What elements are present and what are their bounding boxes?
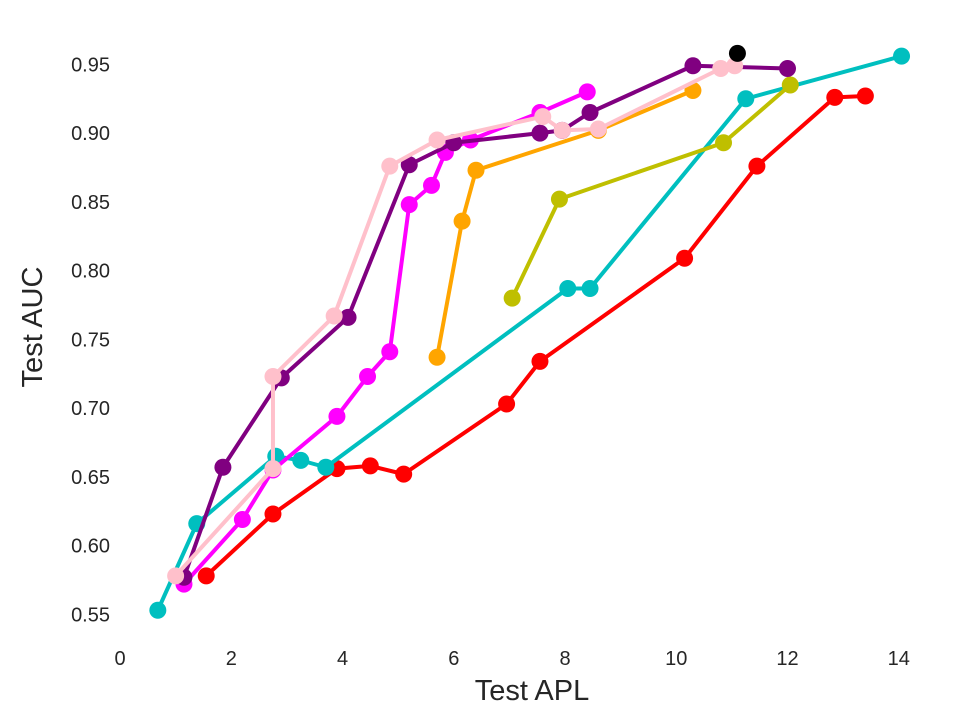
data-point	[400, 156, 418, 174]
series-line	[510, 83, 793, 301]
series-1	[149, 47, 911, 619]
data-point	[498, 395, 516, 413]
data-point	[531, 352, 549, 370]
data-point	[467, 161, 485, 179]
series-6	[167, 57, 744, 585]
series-2	[503, 76, 799, 307]
data-point	[856, 87, 874, 105]
data-point	[684, 57, 702, 75]
data-point	[381, 157, 399, 175]
series-7	[728, 44, 746, 62]
data-point	[317, 458, 335, 476]
series-layer	[149, 44, 911, 619]
series-line	[181, 89, 590, 587]
data-point	[325, 307, 343, 325]
data-point	[167, 567, 185, 585]
data-point	[197, 567, 215, 585]
data-point	[676, 249, 694, 267]
data-point	[453, 212, 471, 230]
y-tick-label: 0.70	[71, 398, 110, 420]
x-axis-label: Test APL	[475, 675, 589, 707]
y-tick-label: 0.65	[71, 467, 110, 489]
data-point	[339, 308, 357, 326]
data-point	[748, 157, 766, 175]
y-axis-label: Test AUC	[17, 267, 49, 388]
y-tick-label: 0.80	[71, 261, 110, 283]
data-point	[581, 104, 599, 121]
y-tick-label: 0.75	[71, 329, 110, 351]
data-point	[328, 407, 346, 425]
data-point	[553, 121, 571, 139]
x-tick-label: 12	[776, 648, 798, 670]
data-point	[737, 90, 755, 108]
data-point	[381, 343, 399, 361]
y-axis-ticks: 0.55 0.60 0.65 0.70 0.75 0.80 0.85 0.90 0.95	[71, 54, 110, 626]
x-tick-label: 10	[665, 648, 687, 670]
data-point	[423, 176, 440, 194]
data-point	[149, 601, 167, 619]
x-tick-label: 4	[337, 648, 348, 670]
data-point	[503, 289, 521, 307]
data-point	[728, 44, 746, 62]
data-point	[559, 280, 577, 297]
data-point	[779, 60, 796, 77]
data-point	[712, 60, 730, 77]
data-point	[581, 280, 599, 297]
data-point	[359, 368, 377, 385]
data-point	[395, 465, 413, 483]
data-point	[550, 190, 568, 208]
data-point	[264, 460, 282, 478]
data-point	[826, 88, 844, 106]
data-point	[264, 368, 282, 385]
y-tick-label: 0.85	[71, 192, 110, 214]
x-axis-ticks: 0 2 4 6 8 10 12 14	[114, 648, 909, 670]
data-point	[233, 511, 251, 528]
x-tick-label: 14	[888, 648, 910, 670]
x-tick-label: 0	[114, 648, 125, 670]
y-tick-label: 0.95	[71, 54, 110, 76]
data-point	[400, 196, 418, 214]
data-point	[428, 348, 446, 366]
series-0	[197, 87, 874, 585]
data-point	[578, 83, 596, 101]
data-point	[214, 458, 232, 476]
x-tick-label: 6	[448, 648, 459, 670]
data-point	[264, 505, 282, 523]
data-point	[781, 76, 799, 94]
data-point	[893, 47, 911, 65]
data-point	[361, 457, 379, 475]
y-tick-label: 0.60	[71, 536, 110, 558]
y-tick-label: 0.55	[71, 604, 110, 626]
data-point	[428, 131, 446, 149]
data-point	[589, 120, 607, 138]
data-point	[715, 134, 733, 152]
x-tick-label: 2	[226, 648, 237, 670]
data-point	[292, 451, 310, 469]
data-point	[531, 124, 549, 142]
data-point	[534, 108, 552, 126]
x-tick-label: 8	[559, 648, 570, 670]
y-tick-label: 0.90	[71, 123, 110, 145]
